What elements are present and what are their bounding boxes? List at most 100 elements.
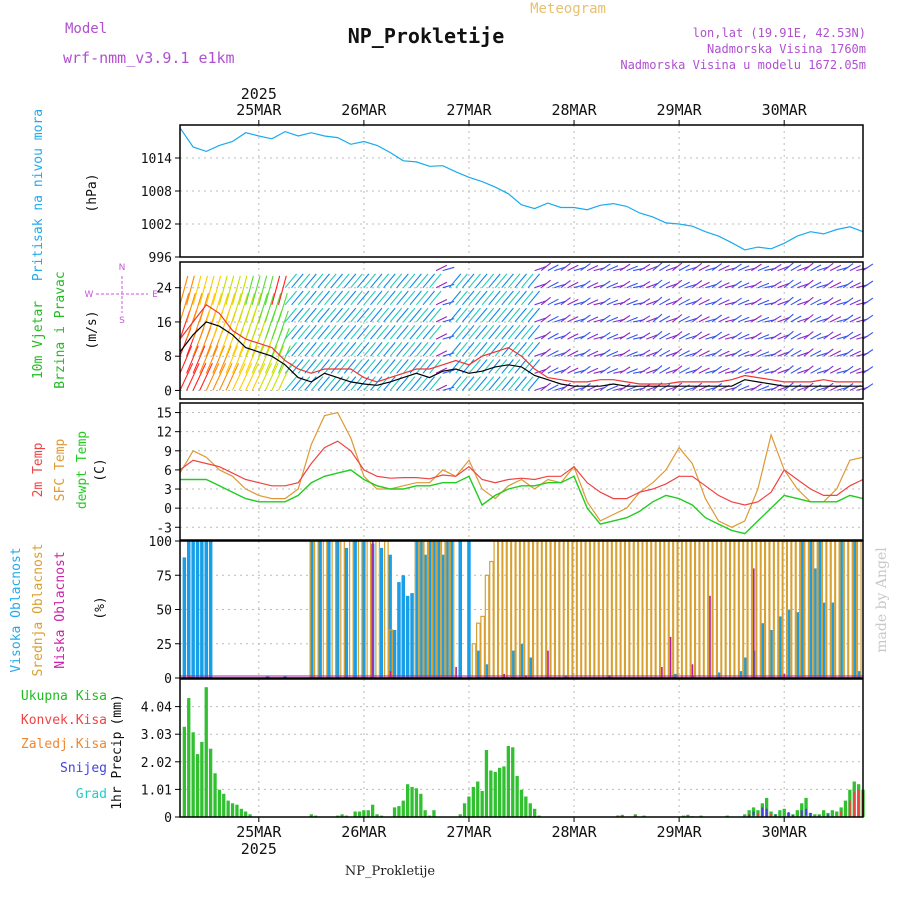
wind-barb	[737, 350, 750, 357]
wind-barb	[179, 293, 190, 323]
wind-barb	[337, 307, 350, 323]
wind-barb	[639, 366, 651, 374]
precip-conv-bar	[756, 812, 759, 817]
cloud-mid-bar	[471, 643, 477, 679]
wind-barb	[829, 281, 842, 289]
wind-barb	[297, 307, 311, 323]
wind-barb	[586, 367, 599, 374]
wind-barb	[383, 342, 396, 357]
cloud-high-bar	[795, 612, 800, 678]
wind-barb	[534, 385, 547, 391]
wind-ytick-label: 24	[156, 282, 172, 297]
wind-barb	[396, 342, 409, 357]
wind-barb	[659, 264, 671, 272]
wind-barb	[363, 307, 376, 323]
wind-barb	[770, 281, 782, 289]
wind-barb	[737, 265, 750, 272]
wind-barb	[409, 324, 422, 340]
wind-barb	[659, 332, 671, 340]
wind-barb	[475, 273, 488, 289]
cloud-mid-bar	[528, 540, 534, 679]
wind-barb	[626, 282, 638, 289]
precip-snow-bar	[761, 807, 764, 817]
precip-frame	[179, 678, 864, 818]
precip-total-bar	[620, 814, 624, 817]
wind-barb	[560, 382, 571, 391]
precip-snow-bar	[748, 814, 751, 817]
precip-total-bar	[686, 814, 690, 817]
wind-barb	[770, 298, 782, 306]
wind-barb	[192, 345, 206, 374]
wind-barb	[737, 385, 750, 391]
wind-barb	[264, 362, 279, 391]
cloud-mid-bar	[585, 540, 591, 679]
cloud-high-bar	[467, 541, 471, 678]
cloud-high-bar	[401, 575, 405, 679]
wind-barb	[862, 297, 874, 306]
wind-barb	[810, 264, 822, 272]
wind-barb	[350, 324, 363, 340]
cloud-high-bar	[436, 541, 441, 678]
wind-barb	[711, 365, 723, 374]
wind-barb	[389, 290, 403, 306]
wind-barb	[429, 273, 442, 289]
wind-barb	[343, 359, 357, 374]
wind-barb	[842, 297, 854, 306]
station-elevation: Nadmorska Visina 1760m	[707, 42, 866, 56]
wind-barb	[461, 324, 475, 340]
cloud-mid-bar	[524, 540, 529, 679]
wind-ytick-label: 16	[156, 316, 172, 331]
wind-barb	[448, 324, 462, 340]
wind-barb	[376, 359, 390, 374]
wind-barb	[685, 334, 698, 340]
wind-barb	[757, 351, 770, 357]
wind-barb	[672, 348, 683, 357]
pressure-ytick-label: 996	[149, 251, 172, 266]
wind-barb	[665, 368, 678, 374]
wind-barb	[586, 265, 599, 272]
wind-barb	[751, 315, 762, 323]
cloud-high-bar	[839, 541, 843, 678]
cloud-mid-bar	[506, 540, 512, 679]
wind-barb	[363, 290, 376, 306]
wind-barb	[534, 283, 547, 289]
wind-barb	[389, 324, 403, 340]
cloud-mid-bar	[734, 540, 740, 679]
precipitation-panel: 0 1.01 2.02 3.03 4.04	[141, 678, 865, 826]
wind-barb	[783, 330, 794, 340]
wind-barb	[277, 310, 289, 340]
wind-barb	[521, 376, 534, 391]
precip-total-bar	[458, 814, 462, 817]
wind-barb	[797, 300, 809, 306]
cloud-mid-bar	[721, 540, 726, 679]
precip-legend-total: Ukupna Kisa	[21, 689, 107, 704]
wind-barb	[586, 316, 599, 323]
precip-total-bar	[462, 803, 467, 817]
wind-barb	[514, 273, 527, 289]
wind-barb	[442, 335, 455, 340]
wind-barb	[383, 359, 396, 374]
wind-barb	[606, 350, 619, 357]
precip-total-bar	[498, 767, 502, 817]
wind-barb	[429, 324, 442, 340]
precipitation-ytick-label: 0	[164, 811, 172, 826]
wind-barb	[751, 383, 762, 391]
wind-barb	[442, 300, 455, 306]
cloud-mid-bar	[773, 540, 779, 679]
wind-barb	[435, 316, 448, 323]
cloud-high-bar	[449, 541, 454, 678]
wind-barb	[718, 299, 730, 306]
wind-barb	[547, 384, 559, 391]
precip-total-bar	[213, 773, 217, 817]
temperature-grid: -3 0 3 6 9 12 15	[156, 403, 863, 540]
precip-conv-bar	[840, 811, 843, 817]
wind-barb	[304, 307, 317, 323]
wind-barb	[383, 324, 396, 340]
wind-barb	[297, 273, 311, 289]
wind-barb	[343, 273, 357, 289]
top-day-label: 28MAR	[551, 101, 597, 119]
wind-barb	[862, 366, 874, 374]
wind-barb	[291, 273, 304, 289]
wind-barb	[665, 283, 678, 289]
wind-barb	[606, 316, 619, 323]
